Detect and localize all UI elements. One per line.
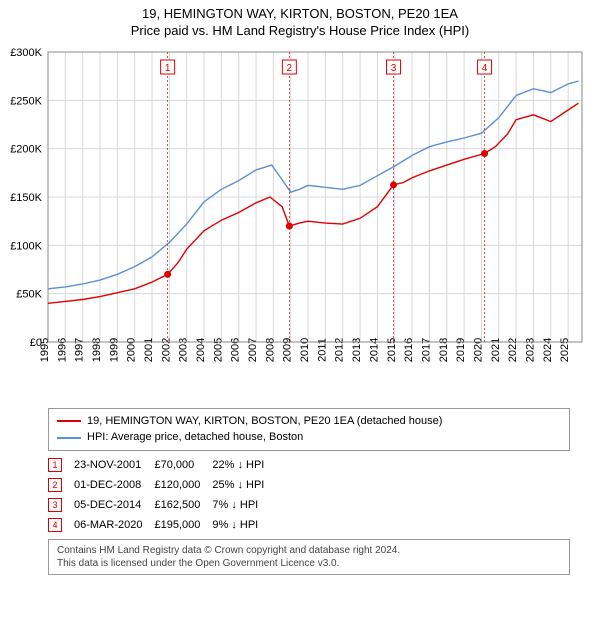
tx-marker: 3 (48, 498, 62, 512)
svg-text:1997: 1997 (74, 338, 86, 362)
svg-text:2021: 2021 (490, 338, 502, 362)
title-line-2: Price paid vs. HM Land Registry's House … (0, 23, 600, 40)
svg-text:£300K: £300K (10, 47, 42, 59)
svg-text:1995: 1995 (39, 338, 51, 362)
tx-price: £120,000 (154, 475, 212, 495)
chart-container: 19, HEMINGTON WAY, KIRTON, BOSTON, PE20 … (0, 0, 600, 620)
tx-delta: 9% ↓ HPI (212, 515, 276, 535)
legend-item-property: 19, HEMINGTON WAY, KIRTON, BOSTON, PE20 … (57, 413, 561, 430)
legend-label: 19, HEMINGTON WAY, KIRTON, BOSTON, PE20 … (87, 413, 442, 430)
legend-item-hpi: HPI: Average price, detached house, Bost… (57, 429, 561, 446)
svg-text:2022: 2022 (507, 338, 519, 362)
tx-delta: 7% ↓ HPI (212, 495, 276, 515)
svg-text:2017: 2017 (420, 338, 432, 362)
svg-text:2015: 2015 (386, 338, 398, 362)
transaction-row: 4 06-MAR-2020£195,0009% ↓ HPI (48, 515, 276, 535)
svg-text:2012: 2012 (334, 338, 346, 362)
svg-text:2000: 2000 (126, 338, 138, 362)
tx-price: £70,000 (154, 455, 212, 475)
tx-marker: 1 (48, 458, 62, 472)
svg-text:2014: 2014 (368, 338, 380, 362)
footer-attribution: Contains HM Land Registry data © Crown c… (48, 539, 570, 575)
chart-area: £0£50K£100K£150K£200K£250K£300K199519961… (0, 42, 600, 402)
tx-delta: 25% ↓ HPI (212, 475, 276, 495)
svg-text:2019: 2019 (455, 338, 467, 362)
tx-date: 01-DEC-2008 (74, 475, 154, 495)
svg-text:2001: 2001 (143, 338, 155, 362)
svg-text:1998: 1998 (91, 338, 103, 362)
svg-text:2023: 2023 (524, 338, 536, 362)
svg-text:4: 4 (482, 63, 488, 74)
svg-text:1999: 1999 (108, 338, 120, 362)
tx-delta: 22% ↓ HPI (212, 455, 276, 475)
svg-text:2020: 2020 (472, 338, 484, 362)
legend-label: HPI: Average price, detached house, Bost… (87, 429, 303, 446)
svg-text:2: 2 (287, 63, 293, 74)
tx-price: £195,000 (154, 515, 212, 535)
title-block: 19, HEMINGTON WAY, KIRTON, BOSTON, PE20 … (0, 0, 600, 42)
title-line-1: 19, HEMINGTON WAY, KIRTON, BOSTON, PE20 … (0, 6, 600, 23)
svg-text:£150K: £150K (10, 192, 42, 204)
tx-date: 05-DEC-2014 (74, 495, 154, 515)
svg-text:2024: 2024 (542, 338, 554, 362)
svg-text:2018: 2018 (438, 338, 450, 362)
transactions-table: 1 23-NOV-2001£70,00022% ↓ HPI 2 01-DEC-2008… (48, 455, 276, 535)
svg-text:2007: 2007 (247, 338, 259, 362)
legend-swatch (57, 420, 81, 422)
tx-marker: 4 (48, 518, 62, 532)
svg-text:£250K: £250K (10, 95, 42, 107)
svg-text:2006: 2006 (230, 338, 242, 362)
svg-text:3: 3 (391, 63, 397, 74)
tx-price: £162,500 (154, 495, 212, 515)
svg-text:2003: 2003 (178, 338, 190, 362)
svg-text:2010: 2010 (299, 338, 311, 362)
legend-swatch (57, 437, 81, 439)
legend: 19, HEMINGTON WAY, KIRTON, BOSTON, PE20 … (48, 408, 570, 451)
svg-text:2008: 2008 (264, 338, 276, 362)
tx-date: 06-MAR-2020 (74, 515, 154, 535)
svg-text:1996: 1996 (56, 338, 68, 362)
svg-text:2004: 2004 (195, 338, 207, 362)
svg-text:2016: 2016 (403, 338, 415, 362)
tx-marker: 2 (48, 478, 62, 492)
svg-text:2025: 2025 (559, 338, 571, 362)
svg-text:£100K: £100K (10, 240, 42, 252)
transaction-row: 1 23-NOV-2001£70,00022% ↓ HPI (48, 455, 276, 475)
svg-text:£200K: £200K (10, 143, 42, 155)
svg-text:2002: 2002 (160, 338, 172, 362)
svg-text:1: 1 (165, 63, 171, 74)
footer-line-2: This data is licensed under the Open Gov… (57, 557, 561, 570)
transaction-row: 2 01-DEC-2008£120,00025% ↓ HPI (48, 475, 276, 495)
tx-date: 23-NOV-2001 (74, 455, 154, 475)
line-chart-svg: £0£50K£100K£150K£200K£250K£300K199519961… (0, 42, 600, 402)
svg-text:2005: 2005 (212, 338, 224, 362)
svg-text:£50K: £50K (16, 288, 42, 300)
svg-text:2013: 2013 (351, 338, 363, 362)
svg-text:2009: 2009 (282, 338, 294, 362)
footer-line-1: Contains HM Land Registry data © Crown c… (57, 544, 561, 557)
transaction-row: 3 05-DEC-2014£162,5007% ↓ HPI (48, 495, 276, 515)
